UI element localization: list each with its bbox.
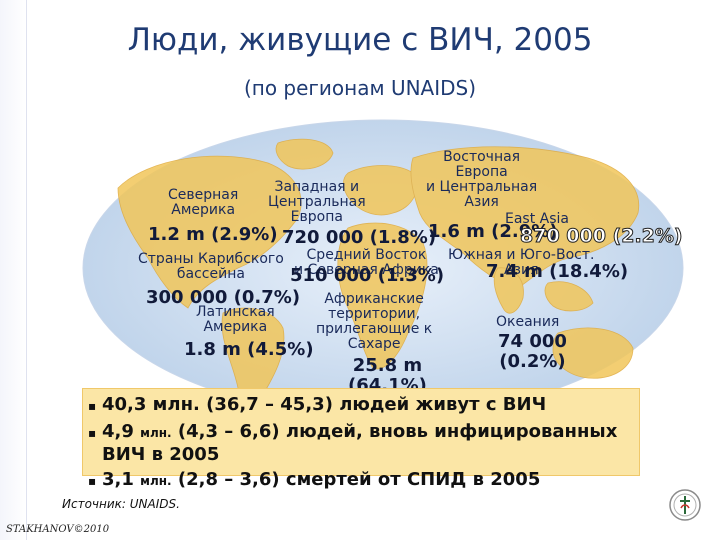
stats-box <box>82 388 640 476</box>
stat-item: ▪ 4,9 млн. (4,3 – 6,6) людей, вновь инфиц… <box>88 421 618 465</box>
land-north-america <box>117 155 302 309</box>
square-bullet-icon: ▪ <box>88 399 97 413</box>
region-label-east-asia: East Asia <box>505 211 569 227</box>
square-bullet-icon: ▪ <box>88 426 97 440</box>
region-value-caribbean: 300 000 (0.7%) <box>146 287 301 308</box>
region-value-latin-america: 1.8 m (4.5%) <box>184 339 314 360</box>
region-label-western-central-europe: Западная и Центральная Европа <box>268 179 366 225</box>
square-bullet-icon: ▪ <box>88 474 97 488</box>
world-map <box>82 119 684 417</box>
land-india <box>493 267 524 314</box>
region-label-sub-saharan-africa: Африканские территории, прилегающие к Сахар… <box>316 291 433 352</box>
region-value-south-southeast-asia: 7.4 m (18.4%) <box>486 261 629 282</box>
stat-item: ▪ 40,3 млн. (36,7 – 45,3) людей живут с В… <box>88 394 547 415</box>
page-subtitle: (по регионам UNAIDS) <box>243 76 477 100</box>
left-decor-bar <box>0 0 27 540</box>
region-value-eastern-europe-central-asia: 1.6 m (2.9%) <box>428 221 558 242</box>
region-label-eastern-europe-central-asia: Восточная Европа и Центральная Азия <box>426 149 538 210</box>
page-title: Люди, живущие с ВИЧ, 2005 <box>127 22 593 58</box>
region-label-latin-america: Латинская Америка <box>196 304 275 335</box>
region-label-oceania: Океания <box>496 314 560 330</box>
region-value-western-central-europe: 720 000 (1.8%) <box>282 227 437 248</box>
land-greenland <box>275 138 334 170</box>
region-label-middle-east: Средний Восток и Северная Африка <box>294 247 439 278</box>
land-europe <box>343 165 418 216</box>
unaids-logo-icon <box>669 489 701 521</box>
region-label-caribbean: Страны Карибского бассейна <box>138 251 284 282</box>
region-label-south-southeast-asia: Южная и Юго-Вост. Азия <box>448 247 595 278</box>
region-label-north-america: Северная Америка <box>168 187 239 218</box>
region-value-east-asia: 870 000 (2.2%) <box>520 225 684 247</box>
land-asia <box>410 146 640 289</box>
region-value-north-america: 1.2 m (2.9%) <box>148 224 278 245</box>
source-note: Источник: UNAIDS. <box>62 497 180 511</box>
stat-item: ▪ 3,1 млн. (2,8 – 3,6) смертей от СПИД в … <box>88 469 541 490</box>
footer-credit: STAKHANOV©2010 <box>6 524 110 535</box>
region-value-middle-east: 510 000 (1.3%) <box>290 265 445 286</box>
stats-list: ▪ 40,3 млн. (36,7 – 45,3) людей живут с В… <box>88 394 648 496</box>
land-australia <box>552 327 634 379</box>
land-africa <box>337 222 428 370</box>
land-se-asia <box>544 281 594 312</box>
region-value-oceania: 74 000 (0.2%) <box>498 331 567 372</box>
